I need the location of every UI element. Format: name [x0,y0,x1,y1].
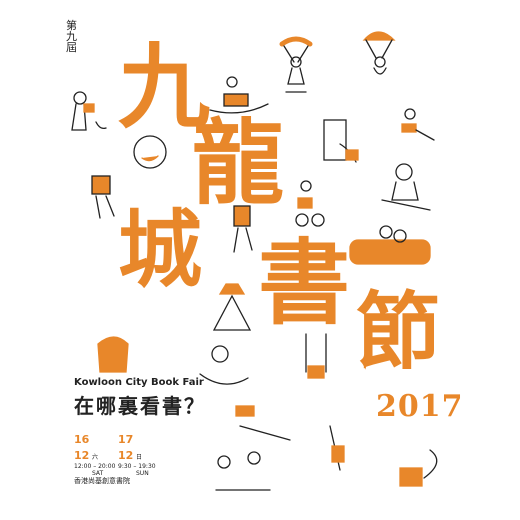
cafe-readers-illustration [215,451,271,491]
swing-reader-illustration [305,333,327,379]
date-month-1: 12 [74,449,90,462]
date-weekday-2: 日 SUN [136,454,149,477]
fishbowl-illustration [133,135,167,169]
title-char-4: 書 [258,230,351,337]
cat-reader-illustration [97,336,129,373]
couch-readers-illustration [349,225,431,265]
pool-reader-illustration [209,76,269,114]
edition-label: 第九屆 [66,19,78,54]
snake-reader-illustration [399,449,438,487]
seated-reader-illustration [381,163,431,211]
date-month-2: 12 [118,449,134,462]
parachute-reader-right-illustration [362,31,396,75]
title-char-2: 龍 [192,110,285,217]
lamp-illustration [212,283,252,331]
year-label: 2017 [376,389,464,424]
date-weekday-1: 六 SAT [92,454,104,477]
climbing-reader-illustration [329,425,345,471]
center-reader-illustration [233,205,253,253]
lying-reader-illustration [235,405,291,441]
date-hours-1: 12:00 – 20:00 [74,463,116,470]
parachute-reader-illustration [279,36,313,93]
english-name: Kowloon City Book Fair [74,377,204,388]
bike-reader-illustration [295,180,325,227]
date-day-2: 17 [118,433,134,446]
falling-reader-illustration [323,119,359,163]
title-char-3: 城 [118,201,203,299]
walking-reader-illustration [91,175,115,219]
flying-reader-illustration [401,108,435,141]
venue-label: 香港尚基創意書院 [74,477,130,485]
title-char-5: 節 [356,283,441,381]
date-hours-2: 9:30 – 19:30 [118,463,156,470]
tagline: 在哪裏看書？ [74,394,206,418]
date-day-1: 16 [74,433,90,446]
standing-reader-illustration [71,91,107,131]
bath-reader-illustration [199,345,249,385]
title-char-1: 九 [118,34,211,141]
